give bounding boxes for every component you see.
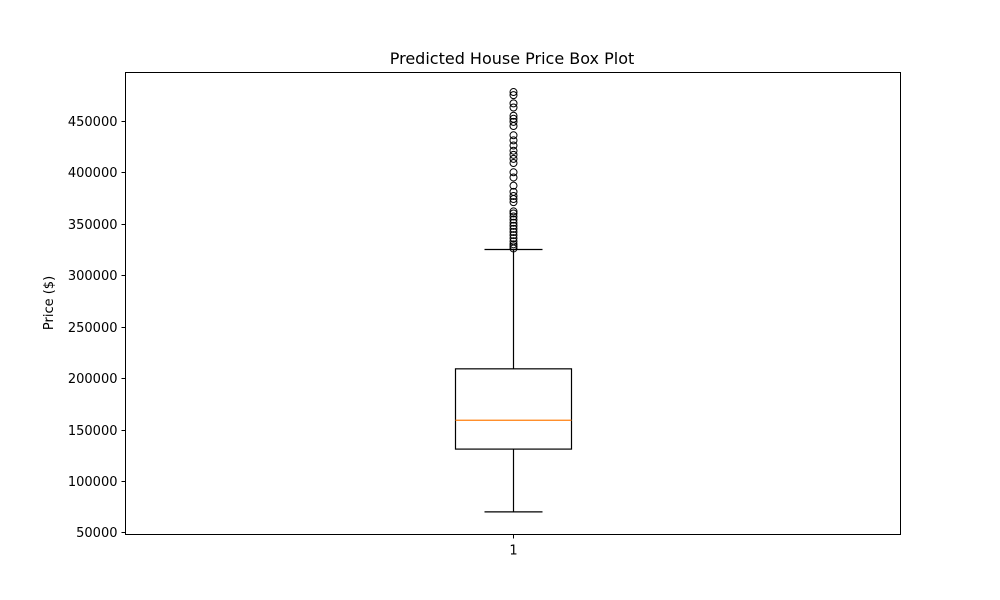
outlier-point [509,91,518,100]
outlier-point [509,117,518,126]
outlier-point [509,168,518,177]
outlier-point [509,198,518,207]
outlier-point [509,224,518,233]
outlier-point [509,231,518,240]
outlier-point [509,154,518,163]
outlier-point [509,173,518,182]
outlier-point [509,159,518,168]
outlier-point [509,187,518,196]
outlier-point [509,209,518,218]
y-tick-label: 250000 [68,321,118,336]
x-axis: 1 [509,534,518,559]
outlier-point [509,221,518,230]
outlier-point [509,114,518,123]
outlier-point [509,136,518,145]
outlier-point [509,237,518,246]
y-tick-label: 350000 [68,218,118,233]
outlier-point [509,191,518,200]
y-tick-label: 200000 [68,372,118,387]
outlier-point [509,212,518,221]
y-tick-label: 450000 [68,115,118,130]
outlier-point [509,88,518,97]
outlier-point [509,240,518,249]
outlier-point [509,103,518,112]
iqr-box [454,368,573,450]
outlier-point [509,141,518,150]
outlier-point [509,234,518,243]
chart-title: Predicted House Price Box Plot [390,49,635,68]
outlier-point [509,215,518,224]
y-tick-label: 400000 [68,166,118,181]
y-axis: 50000 100000 150000 200000 250000 300000 35000… [68,115,126,541]
outlier-point [509,131,518,140]
outlier-point [509,150,518,159]
y-tick-label: 300000 [68,269,118,284]
plot-area [454,88,573,513]
outlier-point [509,227,518,236]
y-axis-label: Price ($) [42,276,57,330]
outlier-point [509,146,518,155]
outlier-point [509,122,518,131]
plot-frame [125,72,901,535]
outlier-point [509,242,518,251]
y-tick-label: 150000 [68,424,118,439]
outlier-point [509,99,518,108]
outlier-point [509,111,518,120]
outlier-point [509,207,518,216]
outlier-point [509,181,518,190]
y-tick-label: 50000 [76,526,117,541]
outlier-point [509,218,518,227]
x-tick-label: 1 [509,544,517,559]
y-tick-label: 100000 [68,475,118,490]
